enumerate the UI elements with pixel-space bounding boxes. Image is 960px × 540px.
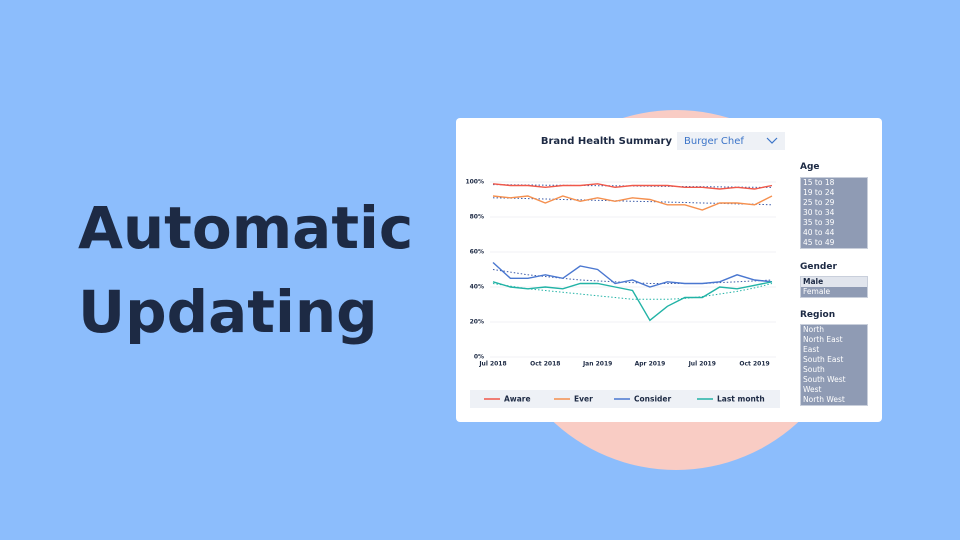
filter-option[interactable]: South East bbox=[803, 355, 844, 364]
y-tick-label: 80% bbox=[470, 214, 484, 221]
filter-option[interactable]: North bbox=[803, 325, 824, 334]
filter-option[interactable]: 19 to 24 bbox=[803, 188, 835, 197]
headline: Updating bbox=[78, 278, 378, 346]
x-tick-label: Apr 2019 bbox=[635, 361, 666, 368]
filter-list[interactable]: 15 to 18 19 to 24 25 to 29 30 to 34 35 to 39… bbox=[800, 177, 868, 249]
filter-option[interactable]: North East bbox=[803, 335, 843, 344]
filter-option[interactable]: South West bbox=[803, 375, 846, 384]
filter-option[interactable]: West bbox=[803, 385, 822, 394]
series-line bbox=[492, 261, 773, 288]
dropdown-chevron[interactable] bbox=[766, 137, 778, 144]
filter-option[interactable]: North West bbox=[803, 395, 845, 404]
dashboard-title: Brand Health Summary bbox=[541, 136, 673, 147]
filter-label: Age bbox=[800, 162, 820, 172]
series-line bbox=[492, 281, 773, 322]
series-line bbox=[492, 183, 773, 190]
y-tick-label: 100% bbox=[465, 179, 484, 186]
filter-option[interactable]: Female bbox=[803, 287, 831, 296]
legend-label: Consider bbox=[634, 395, 671, 404]
filter-label: Region bbox=[800, 310, 836, 320]
series-line bbox=[492, 195, 773, 211]
filter-label: Gender bbox=[800, 262, 837, 272]
y-tick-label: 20% bbox=[470, 319, 484, 326]
brand-dropdown[interactable] bbox=[677, 132, 785, 150]
filter-option[interactable]: 35 to 39 bbox=[803, 218, 835, 227]
filter-option[interactable]: 25 to 29 bbox=[803, 198, 835, 207]
brand-dropdown-text[interactable]: Burger Chef bbox=[684, 136, 744, 147]
y-tick-label: 60% bbox=[470, 249, 484, 256]
filter-option[interactable]: East bbox=[803, 345, 820, 354]
x-tick-label: Jan 2019 bbox=[582, 361, 612, 368]
legend-label: Last month bbox=[717, 395, 765, 404]
dashboard-card bbox=[456, 118, 882, 422]
headline: Automatic bbox=[78, 194, 413, 262]
y-tick-label: 40% bbox=[470, 284, 484, 291]
filter-option[interactable]: 30 to 34 bbox=[803, 208, 835, 217]
legend-label: Aware bbox=[504, 395, 531, 404]
filter-option[interactable]: South bbox=[803, 365, 825, 374]
trend-line bbox=[492, 283, 773, 300]
filter-option[interactable]: Male bbox=[801, 277, 867, 287]
x-tick-label: Jul 2019 bbox=[688, 361, 716, 368]
x-tick-label: Oct 2018 bbox=[530, 361, 560, 368]
y-tick-label: 0% bbox=[474, 354, 484, 361]
filter-option[interactable]: 40 to 44 bbox=[803, 228, 835, 237]
trend-line bbox=[492, 184, 773, 188]
filter-option[interactable]: 15 to 18 bbox=[803, 178, 835, 187]
trend-line bbox=[492, 197, 773, 206]
filter-list[interactable]: North North East East South East South South … bbox=[800, 324, 868, 406]
filter-option[interactable]: 45 to 49 bbox=[803, 238, 835, 247]
filter-list[interactable]: Male Female bbox=[800, 276, 868, 298]
x-tick-label: Jul 2018 bbox=[478, 361, 506, 368]
x-tick-label: Oct 2019 bbox=[739, 361, 769, 368]
legend-label: Ever bbox=[574, 395, 593, 404]
